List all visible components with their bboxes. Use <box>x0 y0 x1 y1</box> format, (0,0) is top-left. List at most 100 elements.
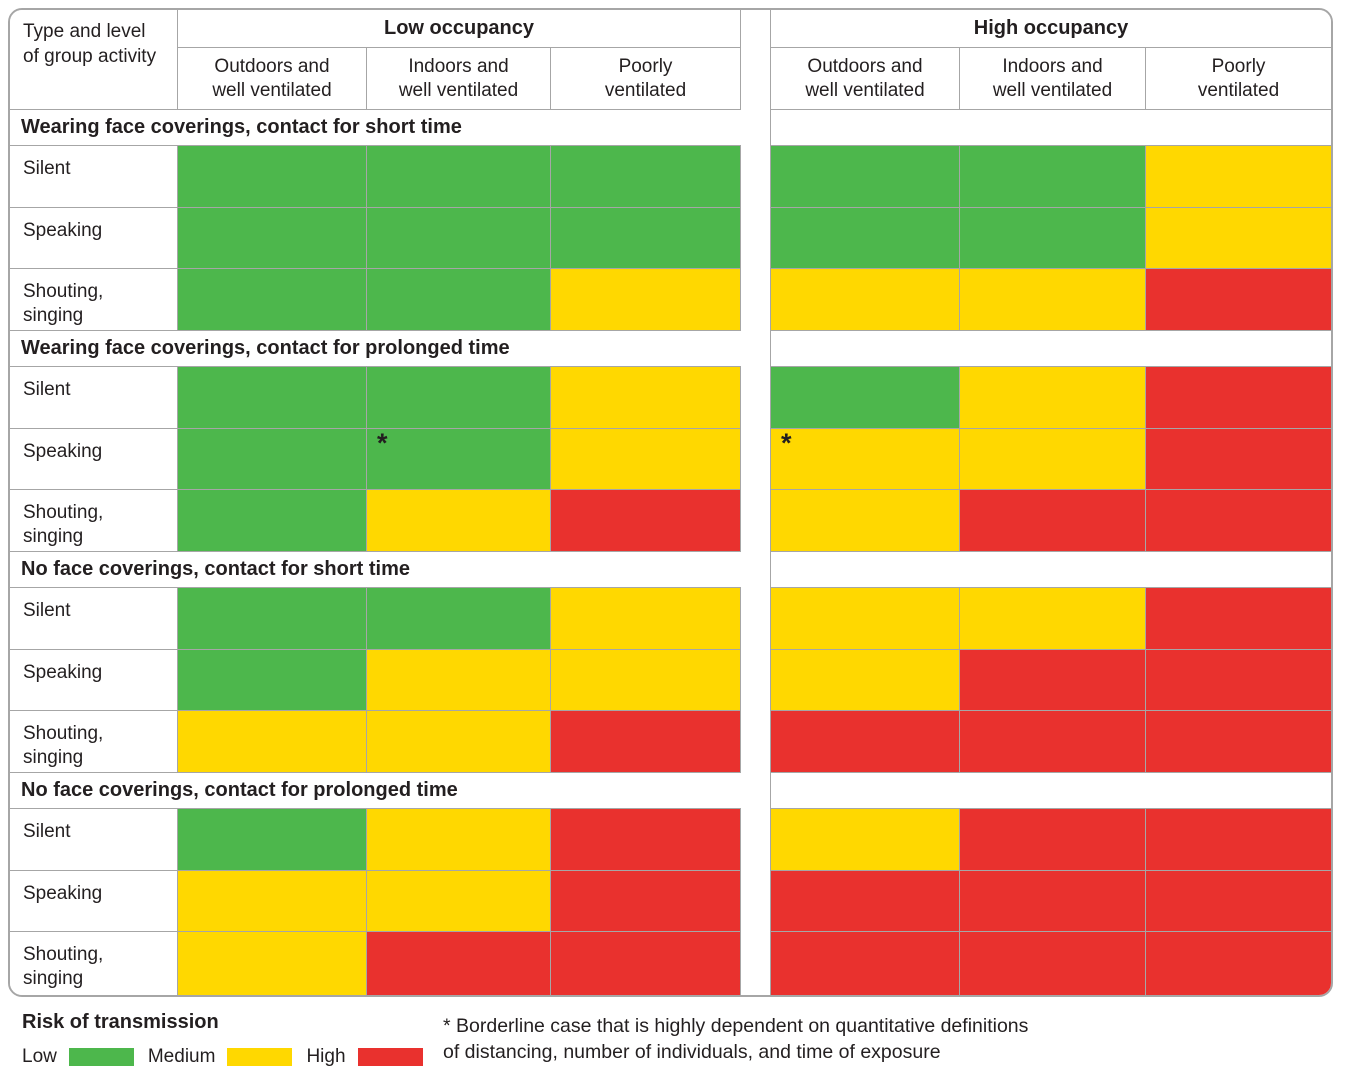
risk-cell-high <box>1146 269 1331 331</box>
section-title: No face coverings, contact for prolonged… <box>10 773 741 809</box>
footnote-line2: of distancing, number of individuals, an… <box>443 1041 941 1063</box>
borderline-asterisk: * <box>377 428 388 458</box>
column-header-low-2: Poorly ventilated <box>551 48 741 110</box>
risk-cell-low <box>178 269 367 331</box>
risk-cell-medium <box>551 367 741 429</box>
risk-cell-low <box>770 367 960 429</box>
risk-cell-medium <box>960 588 1146 650</box>
risk-cell-high <box>1146 367 1331 429</box>
column-divider <box>741 773 770 809</box>
risk-cell-low <box>178 367 367 429</box>
legend-swatch-high-icon <box>357 1047 423 1066</box>
row-label: Speaking <box>10 871 178 932</box>
risk-cell-high <box>770 932 960 995</box>
column-divider <box>741 367 770 429</box>
risk-cell-medium <box>367 490 551 552</box>
risk-cell-medium <box>367 650 551 711</box>
risk-cell-medium <box>551 650 741 711</box>
risk-cell-medium <box>367 809 551 871</box>
risk-cell-low <box>178 490 367 552</box>
column-header-high-1: Indoors and well ventilated <box>960 48 1146 110</box>
section-title: Wearing face coverings, contact for shor… <box>10 110 741 146</box>
column-header-high-2: Poorly ventilated <box>1146 48 1331 110</box>
borderline-asterisk: * <box>781 428 792 458</box>
footnote-line1: * Borderline case that is highly depende… <box>443 1015 1029 1037</box>
risk-cell-medium <box>178 711 367 773</box>
section-title-right <box>770 773 1331 809</box>
risk-cell-high <box>551 932 741 995</box>
risk-cell-medium <box>551 269 741 331</box>
column-divider <box>741 269 770 331</box>
risk-cell-low <box>178 588 367 650</box>
risk-table: Type and level of group activity Low occu… <box>8 8 1333 997</box>
risk-cell-high <box>1146 429 1331 490</box>
column-divider <box>741 809 770 871</box>
row-label: Speaking <box>10 650 178 711</box>
risk-cell-low <box>551 146 741 208</box>
risk-cell-high <box>1146 588 1331 650</box>
risk-cell-low <box>551 208 741 269</box>
section-title: Wearing face coverings, contact for prol… <box>10 331 741 367</box>
legend-swatch-low-icon <box>68 1047 134 1066</box>
row-label: Speaking <box>10 429 178 490</box>
column-divider <box>741 110 770 146</box>
column-header-high-0: Outdoors and well ventilated <box>770 48 960 110</box>
row-label: Speaking <box>10 208 178 269</box>
corner-header: Type and level of group activity <box>10 10 178 110</box>
risk-cell-low <box>960 146 1146 208</box>
risk-cell-low <box>178 809 367 871</box>
legend-label-low: Low <box>22 1046 57 1066</box>
risk-cell-medium <box>770 809 960 871</box>
risk-cell-high <box>1146 871 1331 932</box>
risk-cell-high <box>1146 809 1331 871</box>
risk-cell-medium <box>178 871 367 932</box>
risk-cell-medium <box>367 871 551 932</box>
risk-cell-low <box>367 208 551 269</box>
section-title-right <box>770 110 1331 146</box>
risk-cell-medium <box>178 932 367 995</box>
risk-cell-low <box>367 588 551 650</box>
risk-cell-medium <box>1146 146 1331 208</box>
risk-cell-high <box>960 871 1146 932</box>
risk-cell-high <box>770 711 960 773</box>
column-divider <box>741 711 770 773</box>
risk-cell-low <box>178 650 367 711</box>
risk-cell-low: * <box>367 429 551 490</box>
column-divider <box>741 932 770 995</box>
legend-label-high: High <box>306 1046 346 1066</box>
row-label: Shouting, singing <box>10 932 178 995</box>
footnote: * Borderline case that is highly depende… <box>443 1013 1028 1065</box>
risk-cell-high <box>960 932 1146 995</box>
risk-cell-high <box>367 932 551 995</box>
column-divider <box>741 588 770 650</box>
column-divider <box>741 552 770 588</box>
column-divider <box>741 208 770 269</box>
row-label: Shouting, singing <box>10 490 178 552</box>
column-divider <box>741 490 770 552</box>
risk-cell-high <box>551 711 741 773</box>
row-label: Silent <box>10 146 178 208</box>
risk-cell-medium <box>770 490 960 552</box>
risk-cell-high <box>551 871 741 932</box>
risk-cell-high <box>960 650 1146 711</box>
legend: Risk of transmission Low Medium High <box>22 1011 437 1066</box>
risk-cell-low <box>367 269 551 331</box>
risk-cell-low <box>178 146 367 208</box>
risk-cell-medium <box>1146 208 1331 269</box>
risk-cell-high <box>960 490 1146 552</box>
risk-cell-low <box>367 367 551 429</box>
row-label: Silent <box>10 588 178 650</box>
risk-cell-low <box>770 208 960 269</box>
legend-title: Risk of transmission <box>22 1011 219 1033</box>
risk-cell-high <box>551 490 741 552</box>
column-divider <box>741 146 770 208</box>
legend-swatch-medium-icon <box>227 1047 293 1066</box>
risk-cell-medium <box>367 711 551 773</box>
section-title-right <box>770 331 1331 367</box>
risk-cell-high <box>1146 932 1331 995</box>
section-title-right <box>770 552 1331 588</box>
legend-label-medium: Medium <box>147 1046 216 1066</box>
risk-cell-medium <box>960 269 1146 331</box>
row-label: Shouting, singing <box>10 711 178 773</box>
